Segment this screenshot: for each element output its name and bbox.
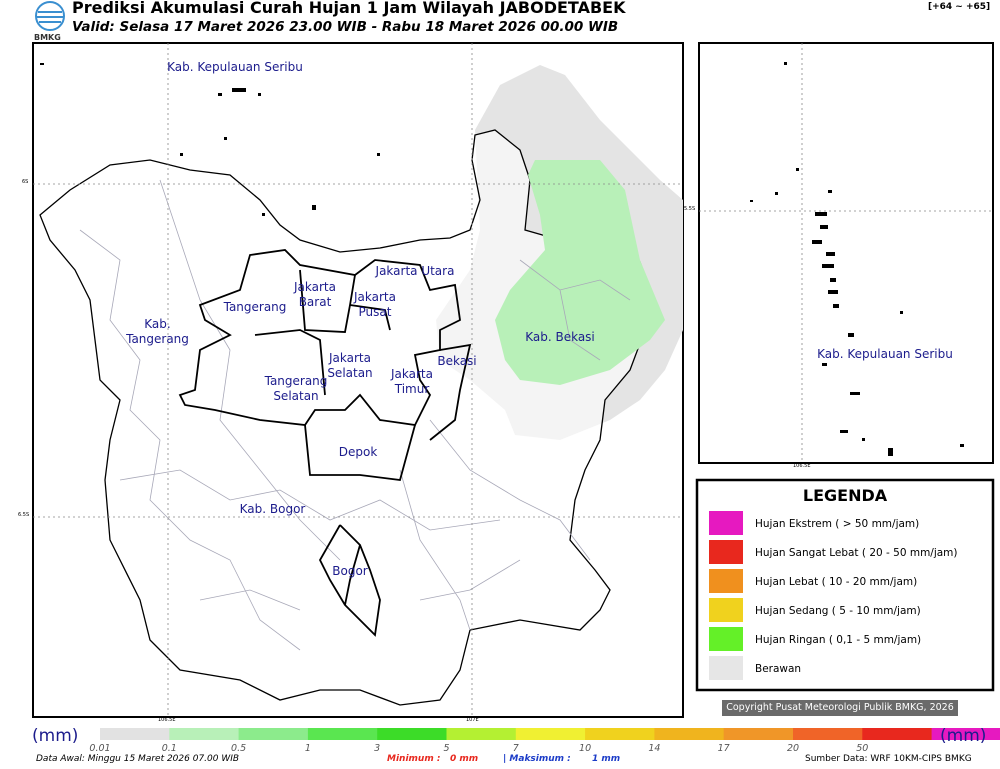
region-label: Jakarta Pusat <box>354 290 396 319</box>
region-label: Depok <box>338 445 378 459</box>
region-label: Jakarta Timur <box>391 367 433 396</box>
legend-label: Hujan Lebat ( 10 - 20 mm/jam) <box>755 576 917 588</box>
colorbar-tick: 0.1 <box>162 743 177 754</box>
colorbar-tick: 5 <box>443 743 449 754</box>
grid-label: 106.5E <box>158 717 176 723</box>
colorbar-segment <box>446 728 517 740</box>
colorbar-segment <box>307 728 378 740</box>
region-label: Jakarta Selatan <box>327 351 373 380</box>
legend-title: LEGENDA <box>802 486 888 505</box>
legend-label: Hujan Sangat Lebat ( 20 - 50 mm/jam) <box>755 547 958 559</box>
unit-left: (mm) <box>32 726 79 746</box>
inset-frame <box>698 42 994 464</box>
title: Prediksi Akumulasi Curah Hujan 1 Jam Wil… <box>72 0 626 17</box>
colorbar-segment <box>377 728 447 740</box>
colorbar-tick: 0.01 <box>89 743 110 754</box>
copyright-bg <box>722 700 958 716</box>
legend-items: Hujan Ekstrem ( > 50 mm/jam) Hujan Sangat… <box>709 511 958 680</box>
grid-label: 107E <box>466 717 479 723</box>
colorbar-tick: 0.5 <box>231 743 246 754</box>
rain-area <box>495 160 665 385</box>
grid-label: 6.5S <box>18 512 30 518</box>
inset-islands <box>750 62 964 456</box>
region-label: Tangerang Selatan <box>264 374 328 403</box>
copyright: Copyright Pusat Meteorologi Publik BMKG,… <box>726 702 954 713</box>
colorbar-segment <box>793 728 863 740</box>
region-label: Kab. Tangerang <box>126 317 189 346</box>
colorbar-segment <box>723 728 794 740</box>
colorbar-segment <box>931 728 1000 740</box>
unit-right: (mm) <box>940 726 987 746</box>
legend-frame <box>695 478 995 692</box>
colorbar-tick: 14 <box>648 743 660 754</box>
legend-swatch <box>709 627 743 651</box>
min-value: 0 mm <box>450 754 479 764</box>
legend-swatch <box>709 511 743 535</box>
colorbar-tick: 20 <box>787 743 799 754</box>
logo <box>35 1 65 31</box>
grid-label: 106.5E <box>793 463 811 469</box>
colorbar-tick: 10 <box>579 743 591 754</box>
colorbar-segment <box>862 728 933 740</box>
region-label: Tangerang <box>223 300 287 314</box>
grid-label: 6S <box>22 179 29 185</box>
region-label: Kab. Kepulauan Seribu <box>167 60 303 74</box>
land <box>39 129 651 706</box>
legend-swatch <box>709 569 743 593</box>
colorbar-tick: 3 <box>374 743 380 754</box>
logo-text: BMKG <box>34 33 61 42</box>
colorbar-segment <box>238 728 309 740</box>
range: [+64 ~ +65] <box>928 2 991 12</box>
min-label: Minimum : <box>387 754 441 764</box>
inset-grid <box>699 43 993 463</box>
colorbar-tick: 17 <box>718 743 730 754</box>
colorbar-tick: 1 <box>305 743 311 754</box>
region-label: Kab. Kepulauan Seribu <box>817 347 953 361</box>
grid-label: 5.5S <box>684 206 696 212</box>
colorbar: 0.01 0.1 0.5 1 3 5 7 10 14 17 20 50 <box>89 728 1000 754</box>
legend-swatch <box>709 540 743 564</box>
legend-label: Hujan Ringan ( 0,1 - 5 mm/jam) <box>755 634 921 646</box>
colorbar-segment <box>585 728 655 740</box>
city-borders <box>178 249 472 637</box>
data-start: Data Awal: Minggu 15 Maret 2026 07.00 WI… <box>36 754 240 764</box>
region-label: Jakarta Utara <box>375 264 455 278</box>
region-label: Kab. Bekasi <box>525 330 595 344</box>
region-label: Jakarta Barat <box>294 280 336 309</box>
colorbar-tick: 50 <box>856 743 868 754</box>
max-value: 1 mm <box>592 754 621 764</box>
grid-lines <box>33 43 683 717</box>
region-label: Kab. Bogor <box>239 502 306 516</box>
legend-label: Hujan Sedang ( 5 - 10 mm/jam) <box>755 605 921 617</box>
legend-label: Hujan Ekstrem ( > 50 mm/jam) <box>755 518 919 530</box>
legend-label: Berawan <box>755 663 801 675</box>
islands <box>40 63 380 216</box>
data-source: Sumber Data: WRF 10KM-CIPS BMKG <box>805 754 972 764</box>
valid-time: Valid: Selasa 17 Maret 2026 23.00 WIB - … <box>72 19 619 35</box>
region-label: Bogor <box>332 564 368 578</box>
colorbar-segment <box>100 728 170 740</box>
colorbar-segment <box>515 728 586 740</box>
district-lines <box>79 179 631 651</box>
legend-swatch <box>709 598 743 622</box>
colorbar-tick: 7 <box>513 743 519 754</box>
colorbar-segment <box>169 728 240 740</box>
region-label: Bekasi <box>437 354 477 368</box>
legend-swatch <box>709 656 743 680</box>
max-label: | Maksimum : <box>503 754 571 764</box>
colorbar-segment <box>654 728 725 740</box>
